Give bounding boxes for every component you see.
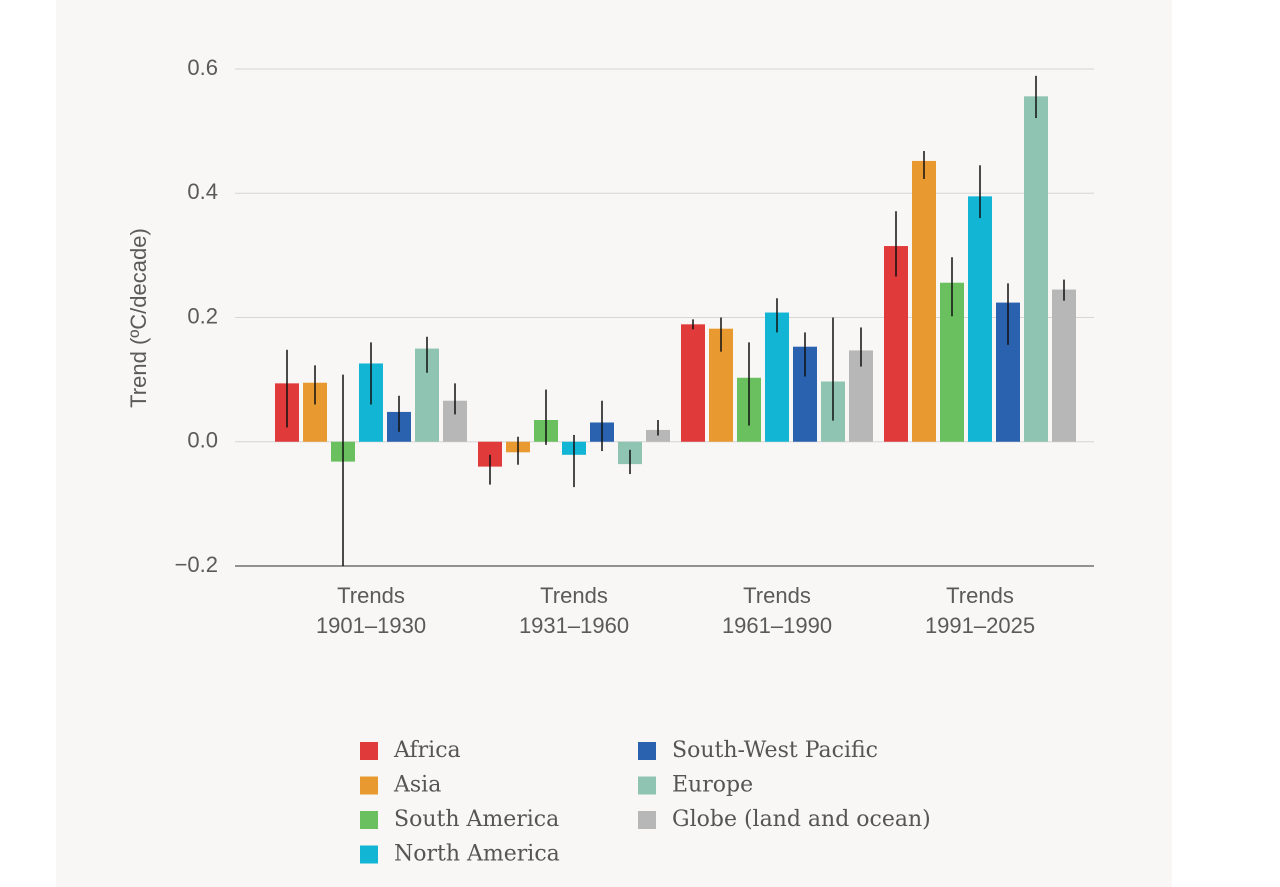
x-tick-label: Trends 1931–1960: [519, 583, 629, 638]
legend-swatch: [360, 776, 378, 795]
legend-swatch: [360, 811, 378, 829]
bar: [968, 196, 992, 442]
legend-label: Asia: [393, 773, 441, 798]
panel: [56, 0, 1172, 887]
bar: [765, 312, 789, 442]
legend-swatch: [638, 742, 656, 760]
legend-swatch: [638, 811, 656, 829]
y-tick-label: 0.4: [187, 179, 218, 204]
legend-label: South America: [394, 807, 559, 832]
bar: [912, 160, 936, 442]
x-tick-label: Trends 1991–2025: [925, 583, 1035, 638]
bar: [884, 246, 908, 442]
legend-swatch: [360, 845, 378, 864]
y-tick-label: 0.6: [187, 55, 218, 80]
x-tick-label: Trends 1901–1930: [316, 583, 426, 638]
bar: [1052, 289, 1076, 442]
legend-swatch: [360, 742, 378, 760]
legend-label: Europe: [672, 773, 753, 798]
legend-label: North America: [394, 842, 560, 867]
legend-swatch: [638, 776, 656, 795]
y-axis-label: Trend (ºC/decade): [126, 228, 151, 408]
legend-label: Globe (land and ocean): [672, 807, 931, 832]
legend-label: South-West Pacific: [672, 738, 878, 763]
y-tick-label: 0.2: [187, 303, 218, 328]
y-tick-label: 0.0: [187, 428, 218, 453]
y-tick-label: −0.2: [175, 552, 218, 577]
bar: [681, 324, 705, 442]
legend-label: Africa: [393, 738, 461, 763]
bar: [646, 429, 670, 442]
bar: [1024, 96, 1048, 442]
x-tick-label: Trends 1961–1990: [722, 583, 832, 638]
